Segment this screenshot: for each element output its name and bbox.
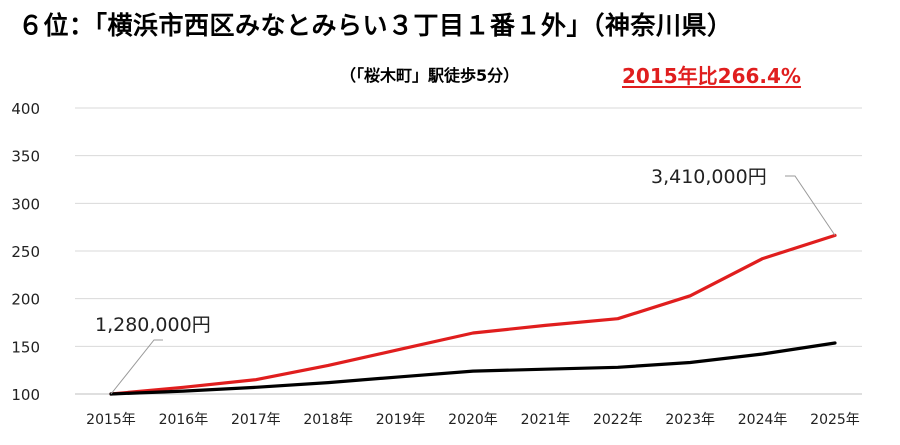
x-tick-label: 2022年 — [593, 412, 643, 428]
y-tick-label: 300 — [11, 195, 40, 213]
y-axis: 100 150 200 250 300 350 400 — [11, 100, 40, 404]
y-tick-label: 200 — [11, 291, 40, 309]
chart-title: ６位：「横浜市西区みなとみらい３丁目１番１外」（神奈川県） — [18, 11, 733, 40]
chart-subtitle: （「桜木町」駅徒歩5分） — [340, 66, 520, 85]
x-tick-label: 2020年 — [448, 412, 498, 428]
annotation-label: 1,280,000円 — [95, 314, 211, 336]
x-tick-label: 2019年 — [376, 412, 426, 428]
series-lines — [109, 233, 837, 396]
gridlines — [75, 107, 862, 395]
series-line-2 — [109, 341, 837, 396]
x-tick-label: 2018年 — [303, 412, 353, 428]
y-tick-label: 250 — [11, 243, 40, 261]
annotations: 1,280,000円 3,410,000円 — [95, 166, 836, 395]
x-tick-label: 2021年 — [521, 412, 571, 428]
x-tick-label: 2015年 — [86, 412, 136, 428]
y-tick-label: 100 — [11, 386, 40, 404]
series-line-1 — [109, 233, 837, 396]
y-tick-label: 350 — [11, 148, 40, 166]
x-axis: 2015年 2016年 2017年 2018年 2019年 2020年 2021年 2022年… — [86, 412, 860, 428]
x-tick-label: 2016年 — [159, 412, 209, 428]
annotation-leader — [785, 175, 836, 236]
x-tick-label: 2025年 — [810, 412, 860, 428]
y-tick-label: 400 — [11, 100, 40, 118]
growth-highlight: 2015年比266.4% — [622, 64, 801, 88]
x-tick-label: 2017年 — [231, 412, 281, 428]
y-tick-label: 150 — [11, 338, 40, 356]
x-tick-label: 2024年 — [738, 412, 788, 428]
annotation-label: 3,410,000円 — [651, 166, 767, 188]
x-tick-label: 2023年 — [665, 412, 715, 428]
annotation-leader — [110, 339, 163, 395]
